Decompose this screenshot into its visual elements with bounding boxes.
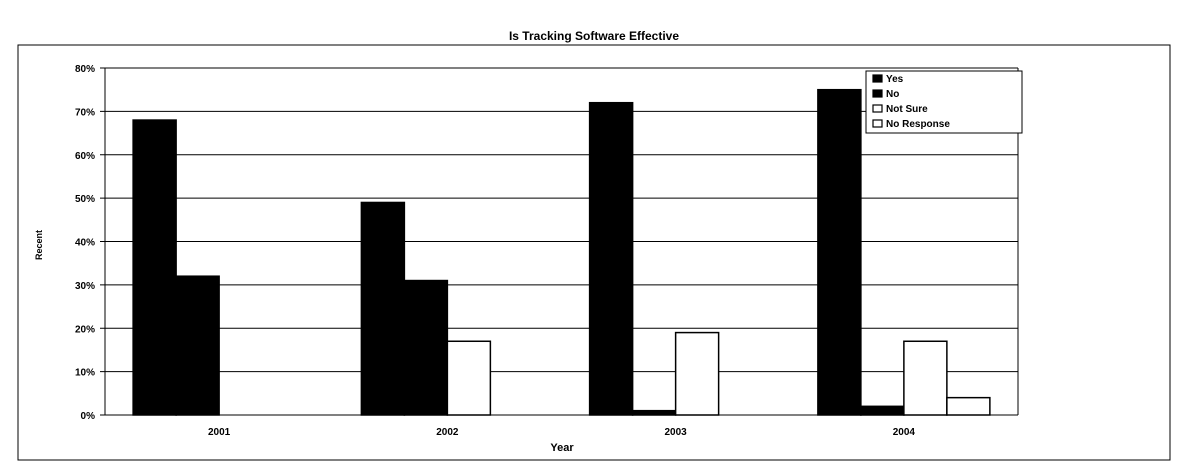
bar-not-sure-2003: [674, 331, 720, 416]
legend-label: No Response: [886, 119, 950, 130]
y-tick-label: 10%: [75, 368, 95, 379]
bar-yes-2001: [132, 119, 177, 416]
x-tick-label: 2001: [208, 427, 231, 438]
y-tick-label: 40%: [75, 238, 95, 249]
y-tick-label: 50%: [75, 194, 95, 205]
x-tick-label: 2002: [436, 427, 459, 438]
x-tick-label: 2004: [893, 427, 916, 438]
x-tick-label: 2003: [665, 427, 688, 438]
legend-swatch: [872, 119, 883, 128]
bar-no-2003: [631, 409, 677, 416]
legend-swatch: [872, 74, 883, 83]
bar-no-2004: [860, 405, 905, 416]
bar-yes-2003: [588, 101, 634, 416]
y-tick-label: 70%: [75, 107, 95, 118]
y-tick-label: 30%: [75, 281, 95, 292]
bar-no-2001: [175, 275, 220, 416]
bar-not-sure-2002: [446, 340, 492, 416]
legend-swatch: [872, 89, 883, 98]
bar-no-2002: [403, 279, 449, 416]
y-axis-label: Recent: [34, 230, 44, 260]
legend-label: No: [886, 89, 899, 100]
bar-yes-2002: [360, 201, 406, 416]
chart-title: Is Tracking Software Effective: [509, 29, 679, 43]
legend-label: Not Sure: [886, 104, 928, 115]
chart-frame: [17, 44, 1171, 461]
x-axis-label: Year: [550, 442, 574, 454]
y-tick-label: 20%: [75, 324, 95, 335]
y-tick-label: 0%: [81, 411, 96, 422]
legend-box: [865, 70, 1023, 134]
bar-no-response-2004: [946, 396, 991, 416]
legend-label: Yes: [886, 74, 904, 85]
bar-not-sure-2004: [903, 340, 948, 416]
y-tick-label: 80%: [75, 64, 95, 75]
bar-yes-2004: [817, 88, 862, 416]
legend-swatch: [872, 104, 883, 113]
y-tick-label: 60%: [75, 151, 95, 162]
